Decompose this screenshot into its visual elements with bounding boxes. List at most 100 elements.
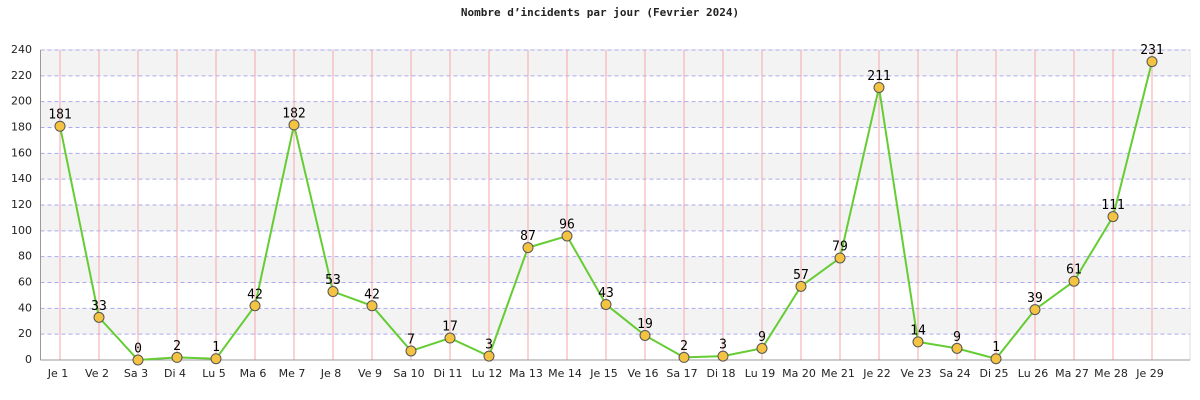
x-tick-label: Je 1	[47, 367, 69, 380]
value-label: 43	[598, 286, 614, 301]
x-tick-label: Lu 19	[745, 367, 775, 380]
y-tick-label: 40	[18, 301, 32, 314]
x-tick-label: Ve 16	[628, 367, 659, 380]
x-tick-label: Di 4	[164, 367, 186, 380]
x-tick-label: Me 28	[1094, 367, 1128, 380]
x-tick-label: Me 7	[279, 367, 306, 380]
marker	[912, 336, 924, 348]
value-label: 211	[867, 69, 890, 84]
value-label: 61	[1066, 263, 1082, 278]
value-label: 17	[442, 320, 458, 335]
x-tick-label: Ma 27	[1055, 367, 1089, 380]
x-tick-label: Sa 24	[939, 367, 970, 380]
marker	[327, 286, 339, 298]
marker	[522, 242, 534, 254]
value-label: 14	[910, 323, 926, 338]
marker	[132, 354, 144, 366]
x-tick-label: Sa 10	[393, 367, 424, 380]
value-label: 1	[212, 340, 220, 355]
marker	[561, 230, 573, 242]
x-tick-label: Je 29	[1135, 367, 1164, 380]
grid-band	[40, 50, 1190, 76]
marker	[756, 342, 768, 354]
grid-band	[40, 205, 1190, 231]
marker	[834, 252, 846, 264]
x-tick-label: Ve 2	[85, 367, 109, 380]
y-tick-label: 100	[11, 224, 32, 237]
marker	[444, 332, 456, 344]
marker	[366, 300, 378, 312]
marker	[288, 119, 300, 131]
y-tick-label: 180	[11, 121, 32, 134]
y-tick-label: 80	[18, 250, 32, 263]
value-label: 39	[1027, 291, 1043, 306]
value-label: 181	[48, 108, 71, 123]
value-label: 2	[173, 339, 181, 354]
x-tick-label: Lu 26	[1018, 367, 1048, 380]
value-label: 79	[832, 239, 848, 254]
x-tick-label: Sa 3	[124, 367, 148, 380]
value-label: 19	[637, 317, 653, 332]
marker	[1107, 211, 1119, 223]
value-label: 9	[953, 330, 961, 345]
value-label: 1	[992, 340, 1000, 355]
x-tick-label: Je 8	[320, 367, 342, 380]
grid-band	[40, 153, 1190, 180]
value-label: 9	[758, 330, 766, 345]
y-tick-label: 220	[11, 69, 32, 82]
x-tick-label: Ma 20	[782, 367, 816, 380]
value-label: 87	[520, 229, 536, 244]
y-tick-label: 160	[11, 146, 32, 159]
marker	[405, 345, 417, 357]
x-tick-label: Je 15	[589, 367, 618, 380]
value-label: 182	[282, 106, 305, 121]
marker	[1068, 275, 1080, 287]
x-tick-label: Di 25	[979, 367, 1008, 380]
value-label: 33	[91, 299, 107, 314]
marker	[600, 298, 612, 310]
value-label: 57	[793, 268, 809, 283]
y-tick-label: 20	[18, 327, 32, 340]
x-tick-label: Je 22	[862, 367, 891, 380]
value-label: 0	[134, 342, 142, 357]
y-tick-label: 120	[11, 198, 32, 211]
x-tick-label: Lu 12	[472, 367, 502, 380]
marker	[54, 120, 66, 132]
grid-band	[40, 101, 1190, 128]
marker	[639, 329, 651, 341]
x-tick-label: Ma 6	[240, 367, 267, 380]
x-tick-label: Ve 9	[358, 367, 382, 380]
marker	[249, 300, 261, 312]
marker	[1029, 304, 1041, 316]
marker	[1146, 56, 1158, 68]
x-tick-label: Lu 5	[202, 367, 225, 380]
y-tick-label: 240	[11, 43, 32, 56]
x-tick-label: Di 11	[433, 367, 462, 380]
chart-title: Nombre d’incidents par jour (Fevrier 202…	[461, 6, 739, 19]
y-tick-label: 0	[25, 353, 32, 366]
value-label: 96	[559, 218, 575, 233]
marker	[678, 351, 690, 363]
value-label: 111	[1101, 198, 1124, 213]
value-label: 3	[485, 338, 493, 353]
x-tick-label: Me 14	[548, 367, 582, 380]
value-label: 231	[1140, 43, 1163, 58]
y-tick-label: 200	[11, 95, 32, 108]
value-label: 7	[407, 332, 415, 347]
marker	[951, 342, 963, 354]
marker	[93, 311, 105, 323]
value-label: 53	[325, 273, 341, 288]
value-label: 2	[680, 339, 688, 354]
x-tick-label: Ma 13	[509, 367, 543, 380]
x-tick-label: Sa 17	[666, 367, 697, 380]
x-tick-label: Ve 23	[901, 367, 932, 380]
value-label: 42	[247, 287, 263, 302]
marker	[717, 350, 729, 362]
marker	[795, 280, 807, 292]
grid-band	[40, 256, 1190, 283]
marker	[210, 353, 222, 365]
marker	[990, 353, 1002, 365]
marker	[873, 81, 885, 93]
value-label: 3	[719, 338, 727, 353]
